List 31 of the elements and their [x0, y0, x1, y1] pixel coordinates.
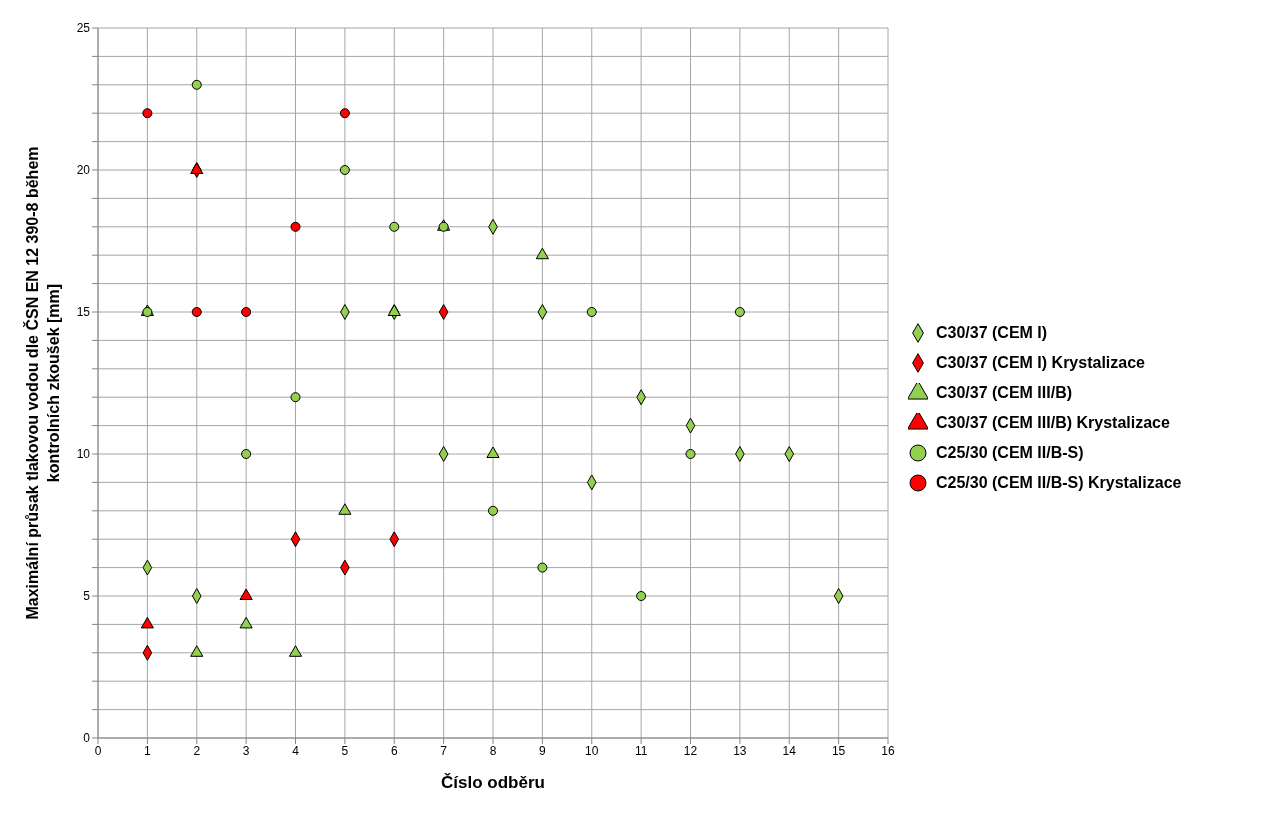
x-tick-label: 16	[881, 743, 895, 758]
x-tick-label: 10	[585, 743, 599, 758]
legend-label: C30/37 (CEM I) Krystalizace	[936, 354, 1145, 372]
x-tick-label: 4	[292, 743, 300, 758]
x-tick-label: 0	[94, 743, 102, 758]
legend-label: C30/37 (CEM III/B) Krystalizace	[936, 414, 1170, 432]
legend-label: C30/37 (CEM III/B)	[936, 384, 1073, 402]
y-tick-label: 5	[83, 589, 91, 604]
x-tick-label: 3	[242, 743, 250, 758]
y-tick-label: 20	[76, 163, 91, 178]
y-axis-title: Maximální průsak tlakovou vodou dle ČSN EN 12 390-8 během kontrolních zkoušek [mm]	[23, 146, 62, 620]
x-tick-label: 2	[193, 743, 201, 758]
y-tick-label: 10	[76, 447, 91, 462]
x-tick-label: 14	[782, 743, 797, 758]
legend-label: C30/37 (CEM I)	[936, 324, 1048, 342]
x-tick-label: 12	[683, 743, 698, 758]
x-tick-label: 6	[390, 743, 398, 758]
x-tick-label: 8	[489, 743, 497, 758]
y-tick-label: 0	[83, 731, 91, 746]
x-tick-label: 1	[144, 743, 152, 758]
x-tick-label: 5	[341, 743, 349, 758]
y-tick-label: 25	[76, 21, 91, 36]
x-tick-label: 13	[733, 743, 747, 758]
legend-label: C25/30 (CEM II/B-S)	[936, 444, 1084, 462]
x-tick-label: 7	[440, 743, 448, 758]
legend-label: C25/30 (CEM II/B-S) Krystalizace	[936, 474, 1182, 492]
y-tick-label: 15	[76, 305, 91, 320]
x-tick-label: 11	[634, 743, 648, 758]
x-axis-title: Číslo odběru	[441, 773, 545, 792]
x-tick-label: 15	[831, 743, 846, 758]
x-tick-label: 9	[539, 743, 547, 758]
